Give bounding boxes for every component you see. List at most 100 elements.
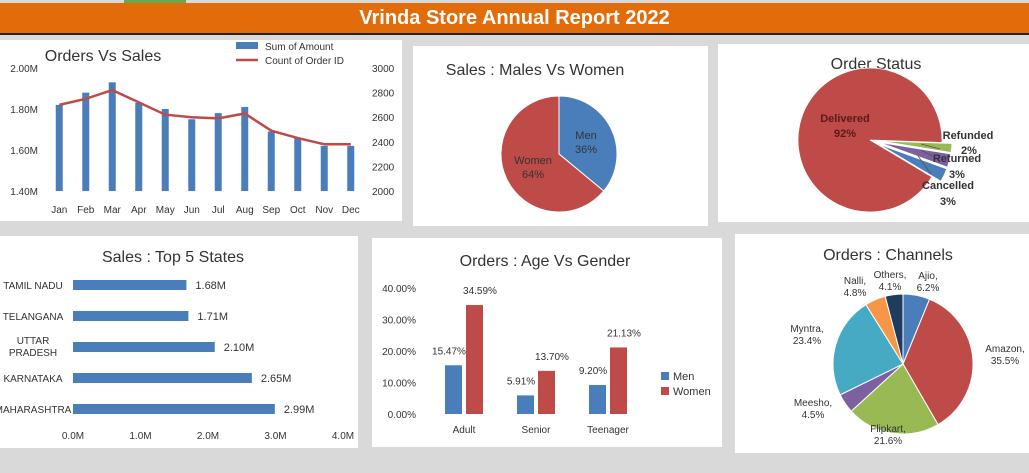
bar	[294, 137, 302, 191]
x-tick-label: Sep	[262, 205, 280, 216]
x-tick-label: Feb	[77, 205, 95, 216]
bar	[55, 104, 63, 191]
x-tick-label: Aug	[236, 205, 254, 216]
order-status-panel: Order Status Delivered 92% Refunded 2% Return…	[718, 44, 1029, 222]
data-label: 15.47%	[432, 346, 466, 357]
x-tick-label: 0.0M	[62, 431, 84, 442]
sales-gender-chart: Sales : Males Vs Women Men 36% Women 64%	[446, 62, 624, 213]
slice-value: 36%	[575, 144, 597, 156]
bar	[267, 131, 275, 191]
slice-label: Delivered	[820, 113, 870, 125]
x-tick-label: Mar	[104, 205, 122, 216]
legend-swatch	[661, 372, 669, 380]
y-tick-label: 20.00%	[382, 347, 416, 358]
y-tick-label: TAMIL NADU	[3, 281, 62, 292]
y2-tick-label: 2400	[372, 138, 395, 149]
x-tick-label: 4.0M	[332, 431, 354, 442]
slice-label: Flipkart,	[870, 424, 906, 435]
pie-slice	[797, 67, 943, 213]
data-label: 5.91%	[507, 376, 535, 387]
bar	[188, 119, 196, 191]
bar	[466, 305, 483, 414]
data-label: 2.99M	[284, 404, 315, 416]
pie-slice	[500, 95, 605, 213]
legend-label: Sum of Amount	[265, 42, 334, 53]
x-tick-label: Jun	[184, 205, 200, 216]
x-tick-label: May	[156, 205, 175, 216]
orders-vs-sales-panel: Orders Vs Sales 1.40M 1.60M 1.80M 2.00M 2000 2…	[0, 40, 402, 221]
slice-value: 3%	[940, 196, 956, 208]
y-tick-label: 1.60M	[10, 146, 38, 157]
y-tick-label: KARNATAKA	[3, 374, 62, 385]
data-label: 2.65M	[261, 373, 292, 385]
leader-line	[920, 143, 941, 150]
y2-tick-label: 2200	[372, 162, 395, 173]
bar	[241, 106, 249, 191]
pie-slice	[850, 363, 939, 435]
x-tick-label: 1.0M	[129, 431, 151, 442]
y-tick-label: 40.00%	[382, 284, 416, 295]
x-tick-label: 2.0M	[197, 431, 219, 442]
pie-slice	[902, 298, 974, 426]
slice-label: Refunded	[943, 130, 994, 142]
slice-value: 4.8%	[844, 288, 867, 299]
slice-label: Men	[575, 130, 596, 142]
legend-swatch-bar	[236, 42, 258, 49]
slice-value: 4.1%	[879, 282, 902, 293]
x-tick-label: Teenager	[587, 425, 629, 436]
y2-tick-label: 2000	[372, 187, 395, 198]
bar	[73, 404, 275, 414]
pie-slice	[558, 95, 618, 192]
slice-value: 23.4%	[793, 336, 821, 347]
data-label: 34.59%	[463, 286, 497, 297]
y-tick-label: PRADESH	[9, 348, 57, 359]
slice-label: Ajio,	[918, 271, 937, 282]
legend-swatch	[661, 387, 669, 395]
y-tick-label: 30.00%	[382, 316, 416, 327]
series-line	[59, 88, 351, 146]
data-label: 1.68M	[195, 280, 226, 292]
slice-label: Women	[514, 155, 552, 167]
bar	[347, 145, 355, 191]
chart-title: Order Status	[831, 56, 922, 73]
channels-chart: Orders : Channels Ajio,6.2% Amazon,35.5% Fl…	[790, 247, 1024, 447]
bar	[214, 113, 222, 191]
slice-label: Others,	[874, 270, 907, 281]
data-label: 9.20%	[579, 366, 607, 377]
order-status-chart: Order Status Delivered 92% Refunded 2%Return…	[797, 56, 994, 213]
x-tick-label: Adult	[453, 425, 476, 436]
header-accent	[124, 0, 186, 3]
x-tick-label: Apr	[131, 205, 147, 216]
channels-panel: Orders : Channels Ajio, 6.2% Amazon, 35.5% Fl…	[735, 234, 1029, 453]
bar	[82, 92, 90, 191]
legend-label: Women	[673, 386, 711, 398]
pie-slice	[879, 142, 952, 168]
pie-slice	[832, 303, 904, 396]
slice-value: 21.6%	[874, 436, 902, 447]
y-tick-label: 10.00%	[382, 379, 416, 390]
y2-tick-label: 3000	[372, 64, 395, 75]
y-tick-label: TELANGANA	[3, 312, 64, 323]
age-gender-panel: Orders : Age Vs Gender 0.00% 10.00% 20.00% 3…	[372, 238, 722, 447]
leader-line	[920, 149, 933, 157]
orders-vs-sales-chart: Orders Vs Sales 1.40M 1.60M 1.80M 2.00M 2000 2…	[10, 42, 395, 216]
sales-gender-panel: Sales : Males Vs Women Men 36% Women 64%	[413, 46, 708, 226]
x-tick-label: Dec	[342, 205, 360, 216]
bar	[73, 373, 252, 383]
x-tick-label: Nov	[315, 205, 333, 216]
legend-label: Count of Order ID	[265, 56, 344, 67]
legend-label: Men	[673, 371, 694, 383]
age-gender-chart: Orders : Age Vs Gender 0.00% 10.00% 20.00% 3…	[382, 253, 711, 436]
leader-line	[917, 155, 932, 175]
top-states-chart: Sales : Top 5 States 1.68M TAMIL NADU 1.71M…	[0, 249, 354, 442]
slice-label: Meesho,	[794, 398, 832, 409]
bar	[73, 342, 215, 352]
x-tick-label: Senior	[522, 425, 552, 436]
y2-tick-label: 2800	[372, 89, 395, 100]
data-label: 13.70%	[535, 352, 569, 363]
slice-label: Returned	[933, 153, 981, 165]
slice-label: Myntra,	[790, 324, 823, 335]
pie-slice	[879, 140, 953, 153]
slice-value: 6.2%	[917, 283, 940, 294]
bar	[517, 395, 534, 414]
